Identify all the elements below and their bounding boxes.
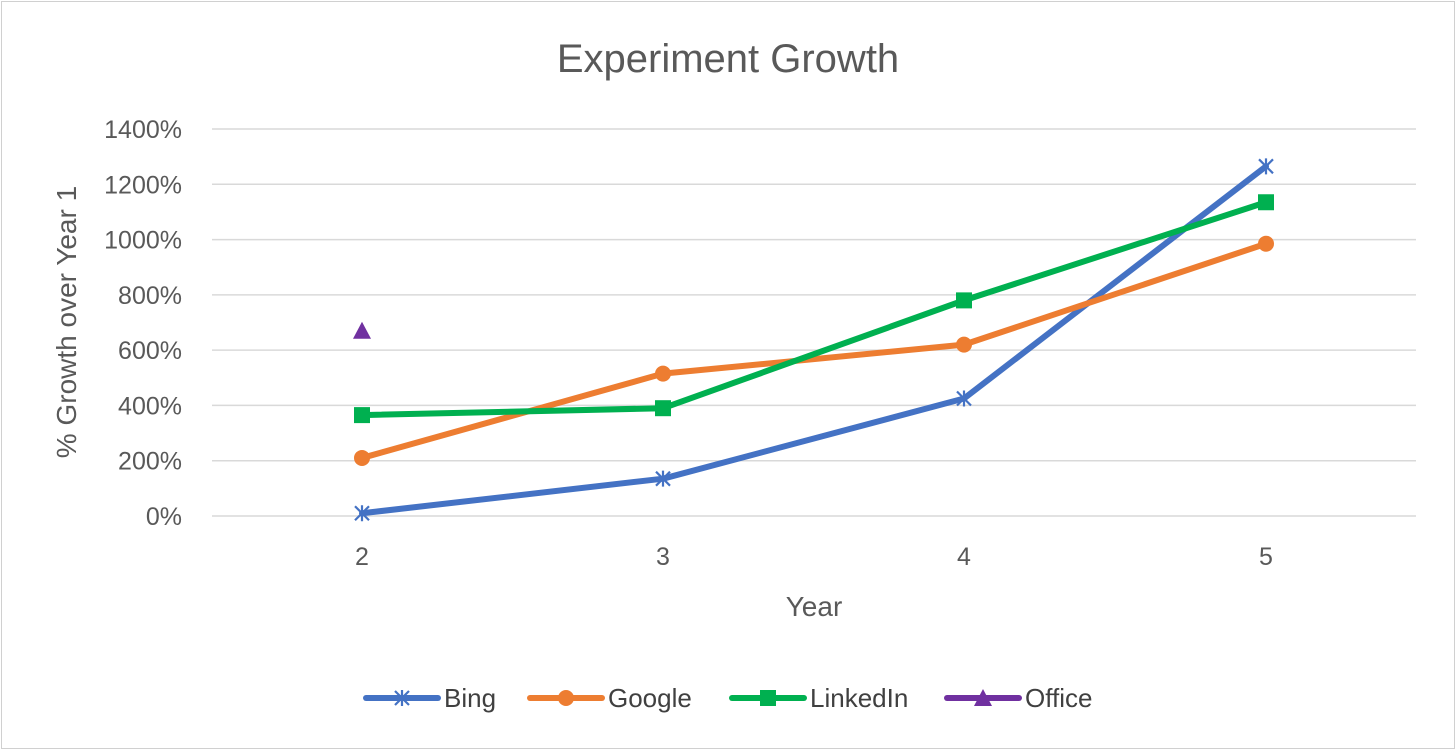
legend-item-office: Office: [944, 683, 1092, 713]
data-point-google: [354, 449, 370, 466]
data-point-linkedin: [655, 400, 671, 417]
chart-title: Experiment Growth: [557, 37, 899, 81]
data-point-linkedin: [956, 292, 972, 309]
x-axis-ticks: 2 3 4 5: [355, 543, 1273, 571]
series-google: [354, 235, 1274, 466]
series-line-bing: [359, 163, 1269, 517]
data-point-bing: [655, 470, 671, 487]
data-point-google: [1258, 235, 1274, 252]
x-axis-title: Year: [786, 591, 843, 622]
y-tick-label: 0%: [146, 503, 182, 531]
legend-marker-linkedin: [760, 690, 776, 706]
data-point-google: [655, 365, 671, 382]
legend-item-bing: Bing: [363, 683, 496, 713]
legend-label-office: Office: [1025, 683, 1092, 713]
data-point-bing: [354, 505, 370, 522]
series-line-linkedin: [359, 199, 1269, 419]
legend-label-bing: Bing: [444, 683, 496, 713]
y-tick-label: 1000%: [104, 227, 182, 255]
y-tick-label: 1200%: [104, 171, 182, 199]
series: [353, 158, 1274, 522]
series-bing: [354, 158, 1274, 522]
data-point-linkedin: [1258, 194, 1274, 211]
x-tick-label: 5: [1259, 543, 1273, 571]
legend-marker-google: [558, 690, 574, 706]
x-tick-label: 3: [656, 543, 670, 571]
legend-marker-bing: [394, 690, 410, 706]
legend-item-google: Google: [527, 683, 692, 713]
legend-label-google: Google: [608, 683, 692, 713]
series-linkedin: [354, 194, 1274, 424]
x-tick-label: 2: [355, 543, 369, 571]
data-point-bing: [956, 390, 972, 407]
legend-label-linkedin: LinkedIn: [810, 683, 908, 713]
gridlines: [212, 128, 1416, 517]
series-line-google: [359, 240, 1269, 461]
data-point-bing: [1258, 158, 1274, 175]
y-tick-label: 400%: [118, 392, 182, 420]
y-axis-title: % Growth over Year 1: [51, 186, 82, 458]
y-axis-ticks: 0% 200% 400% 600% 800% 1000% 1200% 1400%: [104, 116, 182, 531]
series-office: [353, 321, 371, 339]
y-tick-label: 800%: [118, 282, 182, 310]
legend-marker-office: [974, 689, 992, 706]
legend-item-linkedin: LinkedIn: [729, 683, 908, 713]
x-tick-label: 4: [957, 543, 971, 571]
data-point-google: [956, 336, 972, 353]
data-point-linkedin: [354, 407, 370, 424]
y-tick-label: 200%: [118, 448, 182, 476]
data-point-office: [353, 321, 371, 339]
y-tick-label: 1400%: [104, 116, 182, 144]
legend: Bing Google LinkedIn Office: [363, 683, 1092, 713]
y-tick-label: 600%: [118, 337, 182, 365]
